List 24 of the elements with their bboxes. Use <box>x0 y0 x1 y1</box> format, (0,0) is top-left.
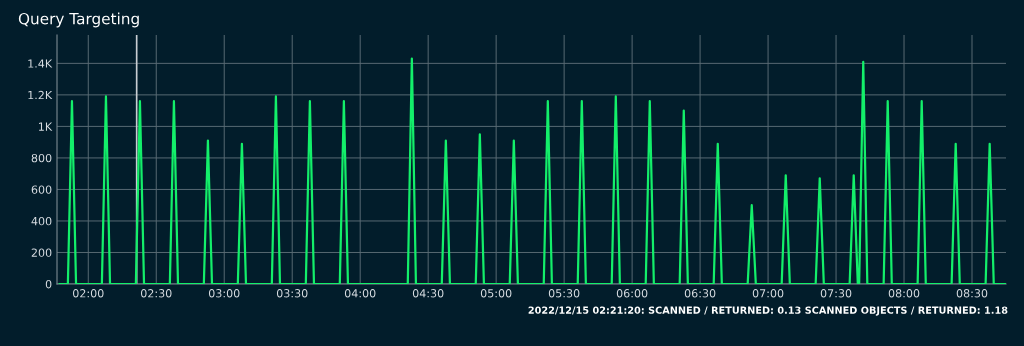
x-tick-label: 08:00 <box>888 289 920 298</box>
x-tick-label: 04:00 <box>344 289 376 298</box>
y-tick-label: 600 <box>31 185 52 194</box>
x-tick-label: 06:00 <box>616 289 648 298</box>
x-tick-label: 05:30 <box>548 289 580 298</box>
y-tick-label: 1.2K <box>28 90 53 100</box>
x-tick-label: 08:30 <box>956 289 988 298</box>
text: 2022/12/15 02:21:20: SCANNED / RETURNED: 0.13 SCANNED OBJECTS / RETURNED: 1.18 <box>528 306 1008 316</box>
y-tick-label: 200 <box>31 248 52 257</box>
y-tick-label: 800 <box>31 153 52 163</box>
y-tick-label: 400 <box>31 216 52 226</box>
y-tick-label: 1.4K <box>28 59 53 68</box>
x-tick-label: 02:00 <box>72 289 104 298</box>
x-tick-label: 07:00 <box>752 289 784 298</box>
x-tick-label: 02:30 <box>140 289 172 298</box>
chart-title: Query Targeting <box>18 12 139 28</box>
y-tick-label: 1K <box>39 122 53 131</box>
x-tick-label: 05:00 <box>480 289 512 298</box>
x-tick-label: 07:30 <box>820 289 852 298</box>
y-tick-label: 0 <box>45 279 52 289</box>
x-tick-label: 04:30 <box>412 289 444 298</box>
x-tick-label: 06:30 <box>684 289 716 298</box>
x-tick-label: 03:30 <box>276 289 308 298</box>
x-tick-label: 03:00 <box>208 289 240 298</box>
